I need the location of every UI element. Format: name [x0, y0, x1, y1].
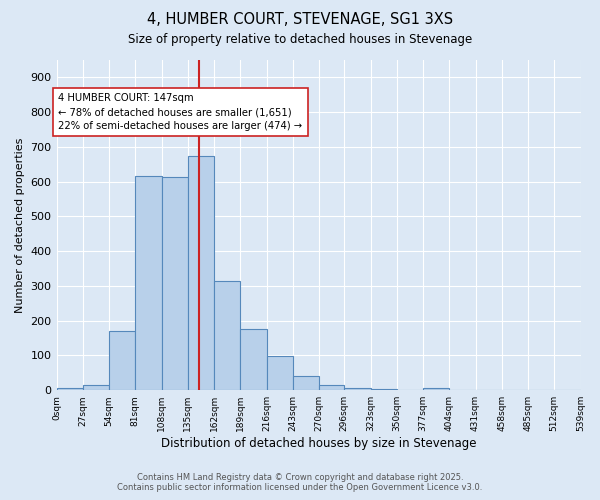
Bar: [266, 356, 293, 390]
Bar: [240, 330, 266, 390]
Text: Size of property relative to detached houses in Stevenage: Size of property relative to detached ho…: [128, 32, 472, 46]
Text: 4, HUMBER COURT, STEVENAGE, SG1 3XS: 4, HUMBER COURT, STEVENAGE, SG1 3XS: [147, 12, 453, 28]
Bar: [293, 376, 319, 390]
Y-axis label: Number of detached properties: Number of detached properties: [15, 138, 25, 313]
Bar: [344, 388, 371, 390]
Bar: [56, 388, 83, 390]
Bar: [319, 384, 344, 390]
Bar: [371, 389, 397, 390]
Bar: [83, 386, 109, 390]
Bar: [214, 282, 240, 390]
Bar: [188, 156, 214, 390]
X-axis label: Distribution of detached houses by size in Stevenage: Distribution of detached houses by size …: [161, 437, 476, 450]
Bar: [109, 331, 135, 390]
Text: Contains HM Land Registry data © Crown copyright and database right 2025.
Contai: Contains HM Land Registry data © Crown c…: [118, 473, 482, 492]
Bar: [161, 177, 188, 390]
Text: 4 HUMBER COURT: 147sqm
← 78% of detached houses are smaller (1,651)
22% of semi-: 4 HUMBER COURT: 147sqm ← 78% of detached…: [58, 93, 302, 131]
Bar: [135, 176, 161, 390]
Bar: [423, 388, 449, 390]
